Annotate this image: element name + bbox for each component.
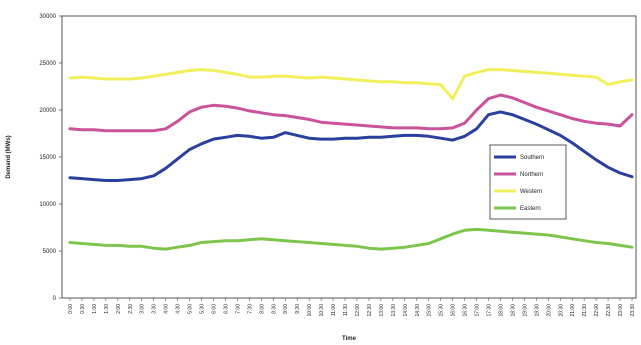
x-tick-label: 17:30 (487, 304, 493, 317)
x-tick-label: 15:30 (439, 304, 445, 317)
x-tick-label: 4:00 (164, 304, 170, 314)
x-tick-label: 1:00 (92, 304, 98, 314)
legend-label-western: Western (520, 189, 542, 195)
x-axis: 0:00 0:30 1:00 1:30 2:00 2:30 3:00 3:30 4:00 4:30… (68, 298, 636, 317)
series-line-southern (68, 110, 634, 182)
y-tick-label: 10000 (39, 202, 56, 208)
x-tick-label: 23:30 (630, 304, 636, 317)
legend-label-southern: Southern (520, 155, 544, 161)
x-tick-label: 21:30 (582, 304, 588, 317)
x-tick-label: 2:00 (116, 304, 122, 314)
x-tick-label: 12:00 (355, 304, 361, 317)
legend-label-eastern: Eastern (520, 206, 541, 212)
x-tick-label: 0:30 (80, 304, 86, 314)
x-tick-label: 8:00 (259, 304, 265, 314)
x-tick-label: 10:30 (319, 304, 325, 317)
x-tick-label: 11:00 (331, 304, 337, 316)
x-tick-label: 3:00 (140, 304, 146, 314)
y-tick-label: 20000 (39, 108, 56, 114)
x-tick-label: 20:00 (546, 304, 552, 317)
x-tick-label: 14:30 (415, 304, 421, 317)
y-tick-label: 0 (53, 296, 57, 302)
x-tick-label: 19:30 (534, 304, 540, 317)
legend: Southern Northern Western Eastern (489, 144, 567, 220)
x-tick-label: 5:00 (188, 304, 194, 314)
x-tick-label: 15:00 (427, 304, 433, 317)
legend-label-northern: Northern (520, 172, 543, 178)
x-tick-label: 9:30 (295, 304, 301, 314)
y-axis-label: Demand (MWs) (6, 135, 12, 178)
x-tick-label: 22:00 (594, 304, 600, 317)
x-tick-label: 2:30 (128, 304, 134, 314)
x-tick-label: 12:30 (367, 304, 373, 317)
x-tick-label: 3:30 (152, 304, 158, 314)
x-tick-label: 6:30 (223, 304, 229, 314)
x-tick-label: 10:00 (307, 304, 313, 317)
x-tick-label: 11:30 (343, 304, 349, 316)
x-tick-label: 13:00 (379, 304, 385, 317)
x-tick-label: 4:30 (176, 304, 182, 314)
series-line-northern (68, 93, 634, 133)
x-tick-label: 6:00 (211, 304, 217, 314)
x-tick-label: 23:00 (618, 304, 624, 317)
x-tick-label: 0:00 (68, 304, 74, 314)
x-tick-label: 19:00 (522, 304, 528, 317)
y-tick-label: 25000 (39, 61, 56, 67)
series-line-eastern (68, 227, 634, 251)
x-tick-label: 18:30 (510, 304, 516, 317)
x-tick-label: 7:00 (235, 304, 241, 314)
y-tick-label: 5000 (43, 249, 57, 255)
y-tick-label: 30000 (39, 14, 56, 20)
series-line-western (68, 68, 634, 101)
y-axis: 0 5000 10000 15000 20000 25000 30000 (39, 14, 62, 302)
x-tick-label: 16:30 (463, 304, 469, 317)
x-tick-label: 8:30 (271, 304, 277, 314)
x-tick-label: 20:30 (558, 304, 564, 317)
x-tick-label: 14:00 (403, 304, 409, 317)
x-tick-label: 5:30 (200, 304, 206, 314)
series-lines (68, 68, 634, 251)
x-tick-label: 1:30 (104, 304, 110, 314)
x-tick-label: 18:00 (498, 304, 504, 317)
x-tick-label: 22:30 (606, 304, 612, 317)
x-axis-label: Time (342, 336, 357, 342)
x-tick-label: 7:30 (247, 304, 253, 314)
y-tick-label: 15000 (39, 155, 56, 161)
x-tick-label: 16:00 (451, 304, 457, 317)
x-tick-label: 17:00 (475, 304, 481, 317)
x-tick-label: 13:30 (391, 304, 397, 317)
x-tick-label: 9:00 (283, 304, 289, 314)
x-tick-label: 21:00 (570, 304, 576, 317)
